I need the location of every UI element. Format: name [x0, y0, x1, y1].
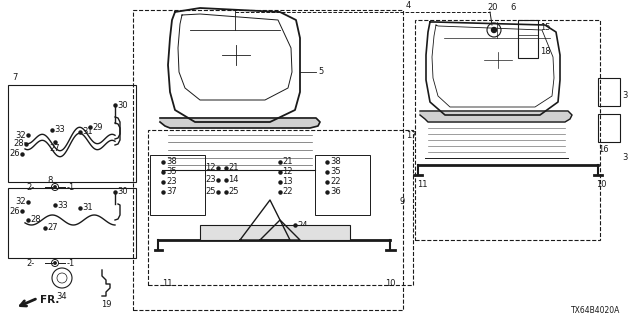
Text: 28: 28: [30, 215, 40, 225]
Polygon shape: [160, 118, 320, 128]
Text: 33: 33: [54, 125, 65, 134]
Text: 23: 23: [166, 178, 177, 187]
Text: 29: 29: [92, 123, 102, 132]
Text: 35: 35: [330, 167, 340, 177]
Text: 2-: 2-: [27, 259, 35, 268]
Circle shape: [54, 262, 56, 264]
Text: 5: 5: [318, 68, 323, 76]
Bar: [415, 20, 600, 240]
Polygon shape: [420, 111, 572, 122]
Text: 3: 3: [622, 154, 627, 163]
Text: 3: 3: [622, 91, 627, 100]
Bar: [518, 20, 538, 58]
Bar: [133, 10, 403, 310]
Text: 8: 8: [47, 176, 52, 185]
Text: 6: 6: [510, 3, 515, 12]
Text: 23: 23: [205, 175, 216, 185]
Text: 15: 15: [540, 22, 550, 31]
Text: 14: 14: [228, 175, 239, 185]
Text: 36: 36: [330, 188, 340, 196]
Text: 22: 22: [282, 188, 292, 196]
Text: 26: 26: [10, 149, 20, 158]
Circle shape: [492, 28, 497, 33]
Text: 22: 22: [330, 178, 340, 187]
Text: 9: 9: [400, 197, 405, 206]
Text: 10: 10: [385, 279, 396, 288]
Text: 11: 11: [417, 180, 428, 189]
Text: 7: 7: [12, 73, 17, 82]
Text: -1: -1: [67, 182, 76, 191]
Text: 28: 28: [13, 140, 24, 148]
Text: 35: 35: [166, 167, 177, 177]
Text: 31: 31: [82, 204, 93, 212]
Bar: [200, 225, 350, 240]
Circle shape: [54, 186, 56, 188]
Text: 11: 11: [162, 279, 173, 288]
Text: 2-: 2-: [27, 182, 35, 191]
Text: 25: 25: [228, 188, 239, 196]
Text: 12: 12: [205, 164, 216, 172]
Text: 10: 10: [596, 180, 607, 189]
Text: 31: 31: [82, 127, 93, 137]
Text: 32: 32: [15, 131, 26, 140]
Text: 17: 17: [406, 131, 417, 140]
Text: 20: 20: [487, 3, 497, 12]
Bar: [598, 114, 620, 142]
Text: 12: 12: [282, 167, 292, 177]
Text: 26: 26: [10, 206, 20, 215]
Text: 34: 34: [57, 292, 67, 301]
Text: 25: 25: [205, 188, 216, 196]
Text: 30: 30: [117, 100, 127, 109]
Text: 33: 33: [57, 201, 68, 210]
Text: 4: 4: [406, 1, 412, 10]
Text: TX64B4020A: TX64B4020A: [571, 306, 620, 315]
Bar: [8, 188, 136, 258]
Text: 21: 21: [228, 164, 239, 172]
Text: 19: 19: [100, 300, 111, 309]
Text: 21: 21: [282, 157, 292, 166]
Text: FR.: FR.: [40, 295, 60, 305]
Bar: [315, 155, 370, 215]
Text: 30: 30: [117, 188, 127, 196]
Text: 38: 38: [330, 157, 340, 166]
Text: 32: 32: [15, 197, 26, 206]
Text: 27: 27: [47, 223, 58, 233]
Text: -1: -1: [67, 259, 76, 268]
Text: 38: 38: [166, 157, 177, 166]
Text: 37: 37: [166, 188, 177, 196]
Text: 27: 27: [50, 144, 60, 153]
Text: 24: 24: [297, 220, 307, 229]
Bar: [8, 85, 136, 182]
Text: 16: 16: [598, 145, 609, 154]
Text: 18: 18: [540, 47, 550, 57]
Text: 13: 13: [282, 178, 292, 187]
Bar: [598, 78, 620, 106]
Bar: [148, 130, 413, 285]
Bar: [150, 155, 205, 215]
